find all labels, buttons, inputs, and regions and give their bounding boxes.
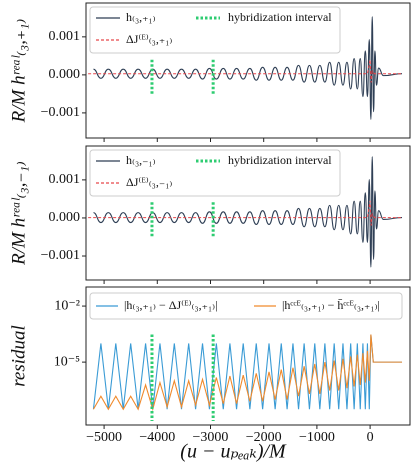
legend-label: |h₍₃,₊₁₎ − ΔJ⁽ᴱ⁾₍₃,₊₁₎| [124,298,218,312]
legend-box [89,292,403,320]
x-axis-label: (u − uₚₑₐₖ)/M [180,441,287,463]
legend-label: h₍₃,₋₁₎ [126,153,156,167]
x-tick-label: −3000 [193,430,229,445]
y-tick-label: 0.001 [49,172,81,187]
series-line [92,334,403,412]
y-tick-label: 0.000 [49,67,81,82]
y-axis-label: R/M hʳᵉᵃˡ₍₃,₊₁₎ [8,18,29,123]
legend-label: |hᶜᶜᴱ₍₃,₊₁₎ − h̄ᶜᶜᴱ₍₃,₊₁₎| [282,298,380,312]
y-tick-label: 0.001 [49,29,81,44]
data-layer [92,334,403,421]
panel: 10⁻² 10⁻⁵ −5000 −4000 −3000 −2000 −1000 0 |h₍₃,₊… [8,286,411,463]
series-line [88,59,403,83]
legend: h₍₃,₊₁₎ ΔJ⁽ᴱ⁾₍₃,₊₁₎ hybridization interval [89,6,341,54]
legend: |h₍₃,₊₁₎ − ΔJ⁽ᴱ⁾₍₃,₊₁₎| |hᶜᶜᴱ₍₃,₊₁₎ − h̄ᶜ… [89,292,403,320]
x-tick-label: 0 [367,430,374,445]
y-tick-label: 0.000 [49,210,81,225]
axes-frame [85,2,411,139]
panel: −0.001 0.000 0.001 h₍₃,₊₁₎ ΔJ⁽ᴱ⁾₍₃,₊₁₎ hybrid… [8,2,411,142]
legend-label: ΔJ⁽ᴱ⁾₍₃,₊₁₎ [126,32,172,46]
y-tick-label: 10⁻⁵ [54,354,80,369]
legend-label: hybridization interval [228,153,332,167]
legend-label: ΔJ⁽ᴱ⁾₍₃,₋₁₎ [126,175,172,189]
series-line [88,200,403,226]
legend-label: hybridization interval [228,10,332,24]
legend-box [89,149,341,197]
axes-frame [85,145,411,281]
data-layer [88,16,403,120]
legend-box [89,6,341,54]
x-tick-label: −2000 [246,430,282,445]
legend-label: h₍₃,₊₁₎ [126,10,156,24]
y-tick-label: 10⁻² [54,298,80,313]
x-tick-label: −5000 [86,430,122,445]
y-axis-label: R/M hʳᵉᵃˡ₍₃,₋₁₎ [8,161,29,266]
axes-frame [85,286,411,426]
data-layer [88,156,403,268]
y-tick-label: −0.001 [41,248,80,263]
series-line [93,16,403,120]
y-tick-label: −0.001 [41,105,80,120]
panel: −0.001 0.000 0.001 h₍₃,₋₁₎ ΔJ⁽ᴱ⁾₍₃,₋₁₎ hybrid… [8,145,411,284]
x-tick-label: −4000 [139,430,175,445]
legend: h₍₃,₋₁₎ ΔJ⁽ᴱ⁾₍₃,₋₁₎ hybridization interval [89,149,341,197]
y-axis-label: residual [8,325,29,387]
x-tick-label: −1000 [299,430,335,445]
series-line [92,334,403,410]
